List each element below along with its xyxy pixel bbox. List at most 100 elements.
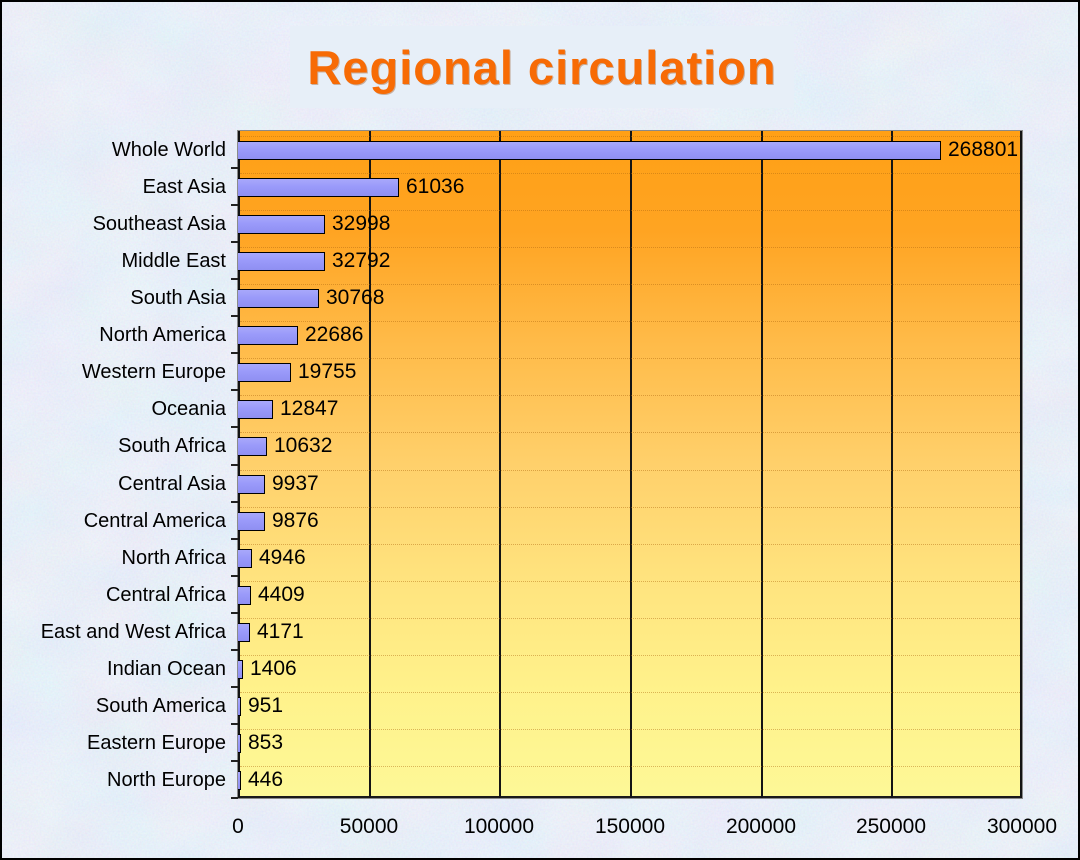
gridline-x-150000 — [630, 131, 632, 798]
value-label: 951 — [248, 694, 284, 717]
value-label: 10632 — [274, 434, 333, 457]
value-label: 4946 — [259, 546, 306, 569]
category-separator-dotted — [240, 358, 1020, 359]
category-label-central-asia: Central Asia — [118, 473, 226, 495]
y-axis-tick — [231, 612, 238, 614]
bar-south-africa — [238, 437, 267, 456]
category-label-oceania: Oceania — [151, 398, 227, 420]
category-separator-dotted — [240, 136, 1020, 137]
value-label: 22686 — [305, 323, 364, 346]
gridline-x-50000 — [369, 131, 371, 798]
value-label: 4171 — [257, 620, 304, 643]
bar-middle-east — [238, 252, 325, 271]
bar-north-europe — [238, 771, 241, 790]
y-axis-tick — [231, 538, 238, 540]
value-label: 853 — [248, 731, 284, 754]
y-axis-tick — [231, 501, 238, 503]
category-separator-dotted — [240, 432, 1020, 433]
y-axis-tick — [231, 575, 238, 577]
x-axis-label-0: 0 — [232, 815, 244, 838]
category-separator-dotted — [240, 618, 1020, 619]
value-label: 9876 — [272, 509, 319, 532]
value-label: 32792 — [332, 249, 391, 272]
category-label-east-and-west-africa: East and West Africa — [40, 621, 226, 643]
category-separator-dotted — [240, 284, 1020, 285]
category-label-southeast-asia: Southeast Asia — [92, 213, 226, 235]
y-axis-tick — [231, 797, 238, 799]
category-label-indian-ocean: Indian Ocean — [107, 658, 226, 680]
category-separator-dotted — [240, 247, 1020, 248]
bar-eastern-europe — [238, 734, 241, 753]
bar-east-asia — [238, 178, 399, 197]
category-label-eastern-europe: Eastern Europe — [87, 732, 226, 754]
bar-central-america — [238, 512, 265, 531]
gridline-x-100000 — [499, 131, 501, 798]
category-separator-dotted — [240, 173, 1020, 174]
category-label-central-africa: Central Africa — [105, 584, 226, 606]
bar-south-america — [238, 697, 241, 716]
category-separator-dotted — [240, 470, 1020, 471]
y-axis-tick — [231, 278, 238, 280]
value-label: 268801 — [948, 138, 1019, 161]
y-axis-tick — [231, 204, 238, 206]
bar-north-africa — [238, 549, 252, 568]
category-separator-dotted — [240, 692, 1020, 693]
category-label-south-america: South America — [95, 695, 226, 717]
gridline-x-300000 — [1020, 131, 1022, 798]
plot-area: 268801 61036 32998 32792 30768 22686 19755 1284… — [237, 130, 1023, 799]
bar-indian-ocean — [238, 660, 243, 679]
category-label-whole-world: Whole World — [111, 139, 226, 161]
y-axis-tick — [231, 686, 238, 688]
bar-north-america — [238, 326, 298, 345]
bar-central-africa — [238, 586, 251, 605]
bar-oceania — [238, 400, 273, 419]
bar-south-asia — [238, 289, 319, 308]
value-label: 446 — [248, 768, 284, 791]
gridline-x-0 — [238, 131, 240, 798]
bar-whole-world — [238, 141, 941, 160]
category-label-south-asia: South Asia — [130, 287, 226, 309]
x-axis-label-200000: 200000 — [725, 815, 797, 838]
gridline-x-250000 — [891, 131, 893, 798]
category-separator-dotted — [240, 581, 1020, 582]
category-separator-dotted — [240, 544, 1020, 545]
category-label-north-europe: North Europe — [107, 769, 226, 791]
y-axis-tick — [231, 352, 238, 354]
category-label-north-africa: North Africa — [121, 547, 226, 569]
value-label: 61036 — [406, 175, 465, 198]
value-label: 4409 — [258, 583, 305, 606]
y-axis-tick — [231, 426, 238, 428]
gridline-x-200000 — [761, 131, 763, 798]
bar-east-and-west-africa — [238, 623, 250, 642]
y-axis-tick — [231, 760, 238, 762]
x-axis-label-250000: 250000 — [855, 815, 927, 838]
bar-southeast-asia — [238, 215, 325, 234]
x-axis-label-150000: 150000 — [594, 815, 666, 838]
x-axis-label-100000: 100000 — [463, 815, 535, 838]
category-label-western-europe: Western Europe — [81, 361, 226, 383]
category-separator-dotted — [240, 655, 1020, 656]
y-axis-tick — [231, 389, 238, 391]
value-label: 19755 — [298, 360, 357, 383]
value-label: 32998 — [332, 212, 391, 235]
chart-title: Regional circulation — [307, 40, 777, 94]
y-axis-tick — [231, 723, 238, 725]
category-label-east-asia: East Asia — [142, 176, 226, 198]
x-axis-label-50000: 50000 — [339, 815, 399, 838]
category-label-north-america: North America — [99, 324, 226, 346]
category-separator-dotted — [240, 210, 1020, 211]
x-axis-label-300000: 300000 — [986, 815, 1058, 838]
category-separator-dotted — [240, 766, 1020, 767]
category-separator-dotted — [240, 321, 1020, 322]
category-separator-dotted — [240, 507, 1020, 508]
chart-title-box: Regional circulation — [290, 26, 794, 108]
value-label: 30768 — [326, 286, 385, 309]
y-axis-tick — [231, 649, 238, 651]
category-label-middle-east: Middle East — [121, 250, 227, 272]
value-label: 9937 — [272, 472, 319, 495]
y-axis-tick — [231, 241, 238, 243]
y-axis-tick — [231, 464, 238, 466]
bar-central-asia — [238, 475, 265, 494]
category-separator-dotted — [240, 729, 1020, 730]
